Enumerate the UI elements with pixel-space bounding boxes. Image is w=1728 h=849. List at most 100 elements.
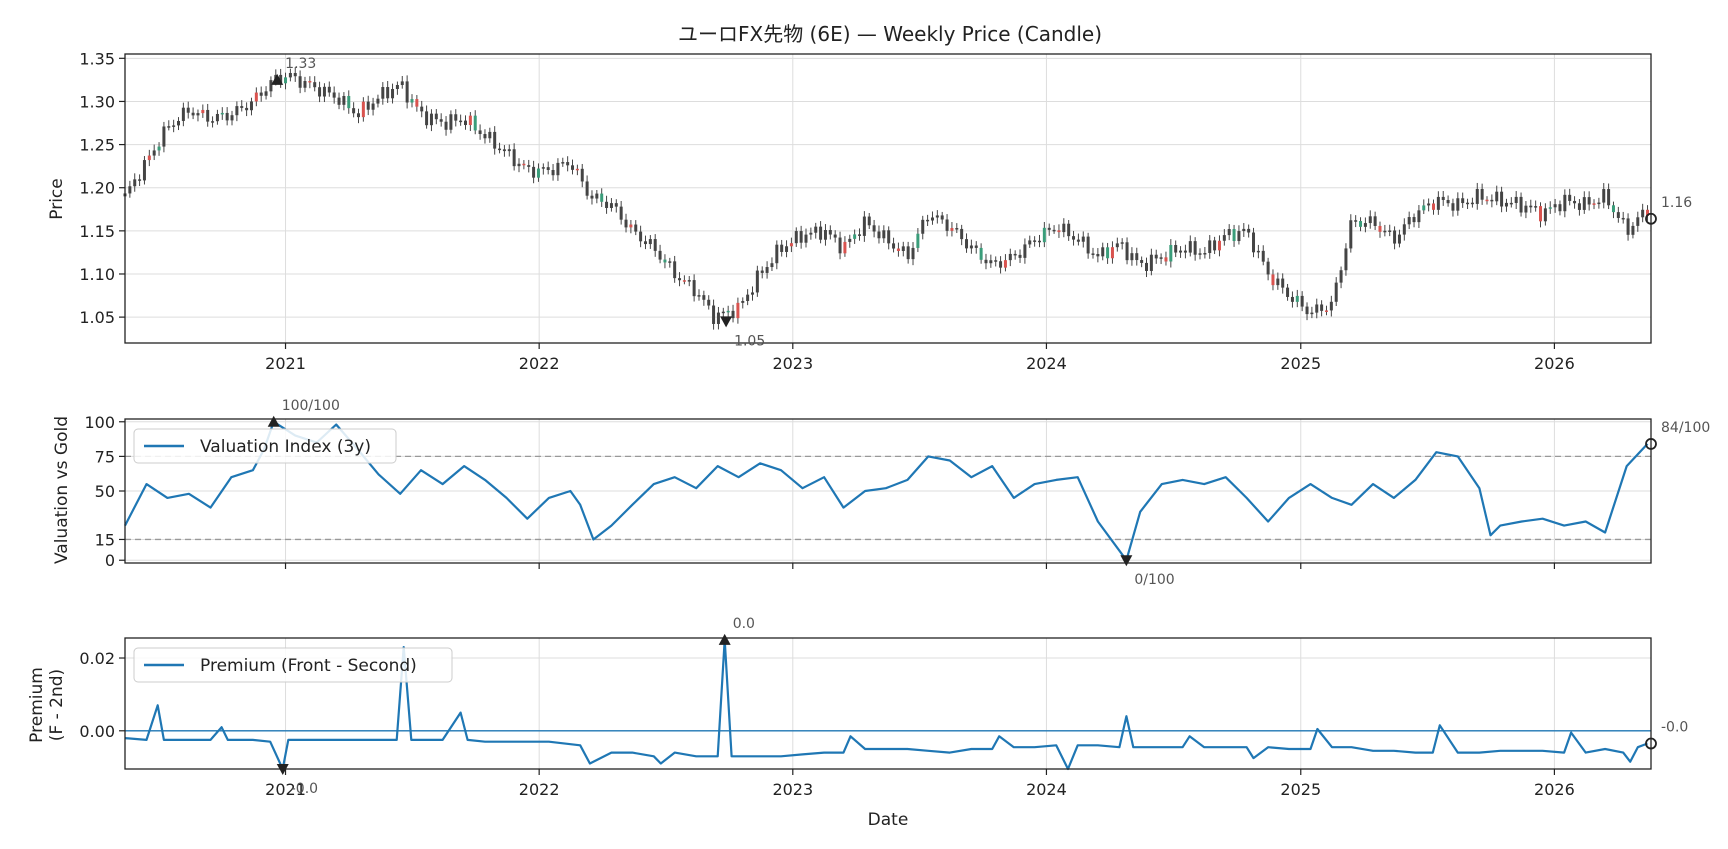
candle-body bbox=[541, 167, 545, 169]
candle-body bbox=[1018, 254, 1022, 258]
candle-body bbox=[1149, 254, 1153, 271]
candle-body bbox=[994, 260, 998, 262]
candle-body bbox=[1607, 189, 1611, 206]
candle-body bbox=[1475, 188, 1479, 204]
candle-body bbox=[965, 239, 969, 249]
candle-body bbox=[288, 72, 292, 78]
candle-body bbox=[240, 106, 244, 108]
min-marker bbox=[276, 764, 289, 775]
premium-legend-label: Premium (Front - Second) bbox=[200, 656, 417, 676]
candle-body bbox=[1310, 312, 1314, 315]
candle-body bbox=[1587, 197, 1591, 205]
price-grid bbox=[125, 54, 1651, 343]
candle-body bbox=[361, 101, 365, 118]
candle-body bbox=[1485, 199, 1489, 202]
candle-body bbox=[1558, 204, 1562, 212]
y-tick-label: 1.20 bbox=[79, 179, 115, 198]
candle-body bbox=[167, 126, 171, 128]
premium-y-label-line: (F - 2nd) bbox=[47, 669, 67, 741]
candle-body bbox=[1466, 202, 1470, 205]
candle-body bbox=[1641, 209, 1645, 218]
candle-body bbox=[760, 270, 764, 273]
candle-body bbox=[459, 120, 463, 123]
candle-body bbox=[386, 87, 390, 99]
candle-body bbox=[1543, 208, 1547, 222]
candle-body bbox=[1271, 274, 1275, 286]
max-label: 1.33 bbox=[285, 56, 316, 72]
candle-body bbox=[848, 238, 852, 242]
min-label: 1.05 bbox=[734, 333, 765, 349]
candle-body bbox=[464, 120, 468, 126]
candle-body bbox=[1091, 253, 1095, 255]
candle-body bbox=[376, 98, 380, 104]
min-label: -0.0 bbox=[291, 781, 318, 797]
candle-body bbox=[1110, 247, 1114, 259]
candle-body bbox=[502, 149, 506, 152]
candle-body bbox=[571, 165, 575, 170]
candle-body bbox=[532, 166, 536, 178]
candle-body bbox=[303, 81, 307, 88]
candle-body bbox=[1359, 221, 1363, 227]
candle-body bbox=[692, 280, 696, 297]
candle-body bbox=[536, 168, 540, 178]
price-y-label: Price bbox=[47, 178, 67, 219]
last-label: 84/100 bbox=[1661, 420, 1710, 436]
candle-body bbox=[366, 101, 370, 110]
candle-body bbox=[337, 97, 341, 105]
candle-body bbox=[493, 131, 497, 149]
candle-body bbox=[225, 112, 229, 121]
candle-body bbox=[935, 215, 939, 218]
candle-body bbox=[206, 109, 210, 122]
y-tick-label: 75 bbox=[95, 447, 115, 466]
candle-body bbox=[322, 86, 326, 97]
candle-body bbox=[1514, 196, 1518, 203]
candle-body bbox=[911, 247, 915, 260]
premium-frame bbox=[124, 637, 1652, 770]
candle-body bbox=[1276, 278, 1280, 286]
candle-body bbox=[1616, 212, 1620, 218]
candle-body bbox=[707, 299, 711, 306]
candle-body bbox=[682, 280, 686, 282]
valuation-panel: 0 15 50 75 100 100/100 0/100 84/100 Valuation … bbox=[52, 398, 1710, 588]
candle-body bbox=[1329, 301, 1333, 311]
valuation-y-label: Valuation vs Gold bbox=[52, 416, 72, 564]
candle-body bbox=[1247, 228, 1251, 233]
candle-body bbox=[1548, 207, 1552, 209]
candle-body bbox=[1388, 230, 1392, 232]
last-label: -0.0 bbox=[1661, 720, 1688, 736]
candle-body bbox=[245, 107, 249, 111]
candle-body bbox=[789, 243, 793, 247]
candle-body bbox=[741, 300, 745, 303]
candle-body bbox=[1393, 230, 1397, 244]
candle-body bbox=[473, 115, 477, 131]
candle-body bbox=[906, 246, 910, 260]
premium-y-ticks: 0.00 0.02 bbox=[79, 649, 125, 741]
candle-body bbox=[1281, 278, 1285, 288]
candle-body bbox=[1237, 231, 1241, 242]
candle-body bbox=[858, 234, 862, 236]
candle-body bbox=[1441, 196, 1445, 200]
candle-body bbox=[585, 181, 589, 196]
candle-body bbox=[1242, 228, 1246, 232]
price-panel: 1.051.101.151.201.251.301.35 2021 2022 202… bbox=[47, 49, 1692, 373]
candle-body bbox=[624, 219, 628, 228]
candle-body bbox=[731, 310, 735, 319]
candle-body bbox=[556, 162, 560, 176]
candle-body bbox=[1500, 191, 1504, 207]
candle-body bbox=[1621, 217, 1625, 220]
candle-body bbox=[668, 261, 672, 263]
candle-body bbox=[1378, 225, 1382, 232]
candle-body bbox=[1646, 209, 1650, 216]
candle-body bbox=[1222, 235, 1226, 241]
y-tick-label: 1.30 bbox=[79, 92, 115, 111]
candle-body bbox=[181, 107, 185, 121]
candle-body bbox=[969, 245, 973, 249]
candle-body bbox=[133, 179, 137, 187]
x-tick-label: 2025 bbox=[1280, 354, 1321, 373]
candle-body bbox=[639, 231, 643, 242]
candle-body bbox=[527, 165, 531, 167]
candle-body bbox=[1407, 217, 1411, 225]
candle-body bbox=[249, 101, 253, 111]
candle-body bbox=[595, 193, 599, 199]
candle-body bbox=[1008, 253, 1012, 261]
